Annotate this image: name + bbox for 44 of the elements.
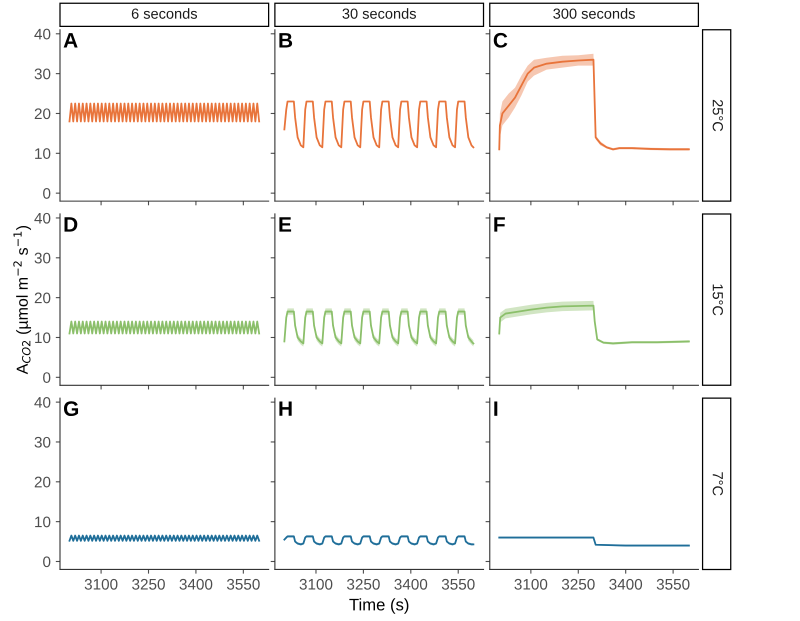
annotation: G	[64, 401, 78, 416]
annotation: B	[279, 33, 292, 48]
y-tick-label: 0	[43, 372, 50, 384]
x-tick-label: 3250	[562, 578, 595, 590]
x-tick-label: 3400	[394, 578, 428, 590]
y-tick-label: 0	[43, 188, 50, 199]
y-tick-label: 40	[34, 28, 50, 40]
chart-title: 30 seconds	[342, 8, 416, 19]
x-tick-label: 3100	[300, 578, 332, 590]
y-tick-label: 10	[35, 516, 50, 528]
y-tick-label: 30	[34, 436, 50, 448]
x-axis-title: Time (s)	[349, 598, 408, 614]
y-axis-title: A$_{CO2}$ (µmol m$^{−2}$ s$^{−1}$)	[13, 226, 32, 374]
x-tick-label: 3100	[514, 578, 548, 590]
x-tick-label: 3550	[226, 578, 260, 590]
y-tick-label: 40	[34, 212, 50, 224]
chart-title: 300 seconds	[553, 8, 635, 19]
y-tick-label: 20	[34, 292, 50, 304]
annotation: H	[279, 401, 292, 416]
chart-title: 6 seconds	[132, 8, 198, 19]
x-tick-label: 3250	[346, 578, 380, 590]
y-tick-label: 20	[34, 476, 50, 488]
y2-axis-title: 15°C	[712, 284, 723, 316]
y-tick-label: 10	[35, 332, 50, 344]
x-tick-label: 3250	[132, 578, 165, 590]
y-tick-label: 10	[35, 148, 50, 159]
y2-axis-title: 7°C	[712, 472, 723, 496]
x-tick-label: 3400	[609, 578, 642, 590]
y-tick-label: 0	[43, 556, 50, 568]
annotation: F	[494, 217, 505, 232]
y2-axis-title: 25°C	[712, 100, 723, 132]
y-tick-label: 20	[34, 108, 50, 120]
y-tick-label: 30	[34, 252, 50, 264]
x-tick-label: 3550	[442, 578, 475, 590]
annotation: C	[494, 32, 508, 48]
annotation: E	[279, 217, 292, 232]
annotation: I	[494, 401, 498, 416]
annotation: A	[64, 33, 78, 48]
annotation: D	[64, 217, 78, 232]
x-tick-label: 3550	[656, 578, 690, 590]
y-tick-label: 30	[34, 68, 50, 80]
x-tick-label: 3100	[84, 578, 118, 590]
x-tick-label: 3400	[180, 578, 212, 590]
y-tick-label: 40	[34, 396, 50, 408]
